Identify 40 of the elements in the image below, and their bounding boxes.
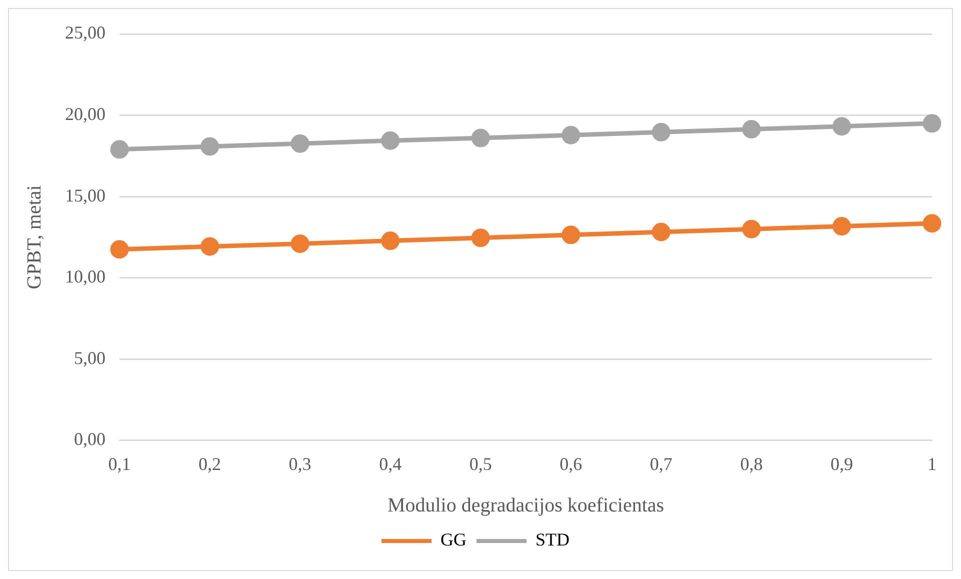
point [110, 240, 129, 259]
point [832, 117, 851, 136]
point [832, 217, 851, 236]
x-tick-label: 0,8 [740, 454, 763, 474]
point [200, 137, 220, 156]
x-tick-label: 0,9 [830, 454, 853, 474]
point [742, 120, 761, 139]
point [290, 234, 310, 253]
x-tick-label: 0,5 [469, 454, 492, 474]
y-tick-label: 0,00 [74, 429, 106, 450]
y-tick-label: 15,00 [65, 185, 106, 206]
y-tick-label: 25,00 [65, 22, 106, 43]
point [200, 237, 220, 256]
x-tick-label: 0,3 [288, 454, 312, 474]
point [922, 214, 942, 233]
point [290, 134, 310, 153]
legend-label: GG [440, 530, 466, 550]
point [471, 228, 490, 248]
x-tick-label: 1 [928, 454, 936, 474]
x-tick-label: 0,1 [108, 454, 131, 474]
x-tick-label: 0,2 [198, 454, 222, 474]
point [562, 226, 580, 244]
point [742, 220, 761, 238]
point [652, 122, 670, 142]
y-tick-label: 10,00 [65, 266, 106, 287]
point [381, 131, 400, 150]
x-tick-label: 0,4 [379, 454, 402, 474]
point [652, 222, 670, 242]
point [381, 232, 400, 250]
y-axis-title: GPBT, metai [23, 184, 46, 290]
point [110, 140, 129, 159]
x-tick-label: 0,6 [560, 454, 582, 474]
x-tick-label: 0,7 [650, 454, 672, 474]
legend-label: STD [535, 530, 570, 550]
point [922, 114, 942, 133]
point [562, 126, 580, 144]
point [471, 128, 490, 148]
y-tick-label: 5,00 [74, 348, 106, 368]
x-axis-title: Modulio degradacijos koeficientas [387, 494, 664, 516]
y-tick-label: 20,00 [65, 104, 106, 124]
